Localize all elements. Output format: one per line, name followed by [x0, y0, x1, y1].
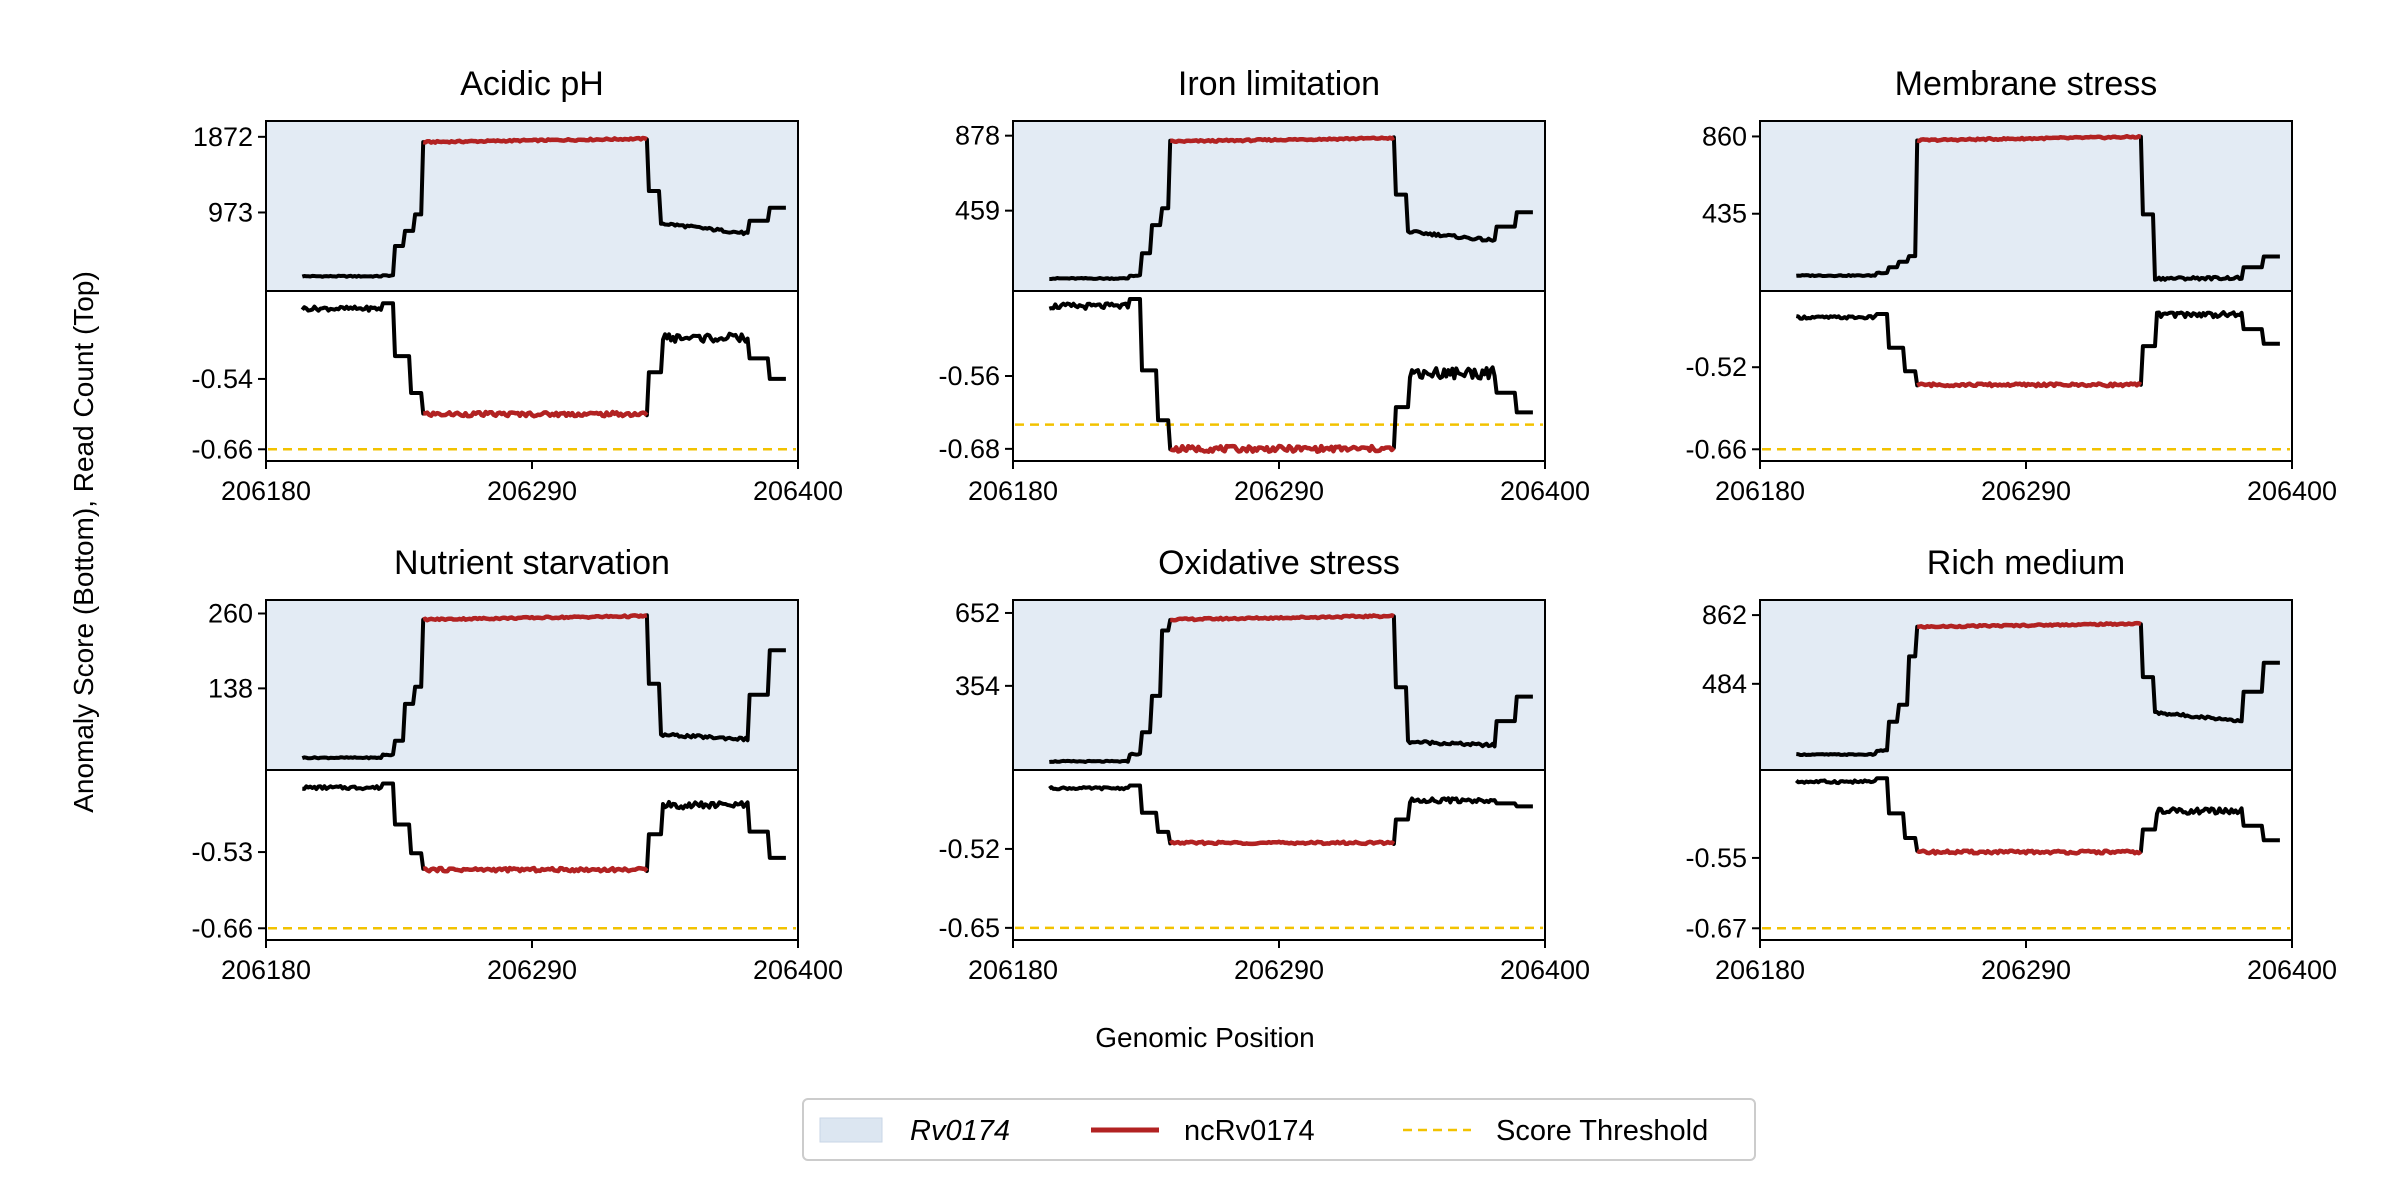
legend-patch-rv0174: [819, 1117, 883, 1143]
panel-title-4: Oxidative stress: [1158, 544, 1400, 582]
read-ytick-label-3: 260: [208, 599, 253, 629]
x-tick-label-5: 206400: [2247, 955, 2337, 985]
read-ytick-label-2: 860: [1702, 121, 1747, 151]
score-ytick-label-4: -0.52: [938, 834, 1000, 864]
x-tick-label-4: 206290: [1234, 955, 1324, 985]
x-tick-label-0: 206180: [221, 476, 311, 506]
score-series-line-2: [1795, 310, 2280, 389]
region-rv0174-5: [1760, 600, 2292, 770]
read-ytick-label-0: 1872: [193, 122, 253, 152]
score-axes-frame-3: [265, 769, 799, 941]
x-tick-label-3: 206290: [487, 955, 577, 985]
score-ytick-label-3: -0.66: [191, 913, 253, 943]
score-series-line-4: [1048, 783, 1533, 846]
y-axis-label: Anomaly Score (Bottom), Read Count (Top): [68, 271, 99, 813]
score-ytick-label-1: -0.68: [938, 434, 1000, 464]
panel-4: Oxidative stress 652 354 -0.52 -0.65 206180 20…: [938, 544, 1590, 985]
panel-0: Acidic pH 1872 973 -0.54 -0.66 206180 206290 20…: [191, 65, 843, 506]
score-axes-frame-0: [265, 290, 799, 462]
score-ytick-label-1: -0.56: [938, 361, 1000, 391]
panel-3: Nutrient starvation 260 138 -0.53 -0.66 20618…: [191, 544, 843, 985]
score-ytick-label-5: -0.67: [1685, 913, 1747, 943]
read-ncrv0174-line-0: [422, 135, 648, 145]
legend: Rv0174 ncRv0174 Score Threshold: [802, 1098, 1756, 1161]
x-tick-label-5: 206290: [1981, 955, 2071, 985]
x-tick-label-3: 206180: [221, 955, 311, 985]
score-ytick-label-2: -0.52: [1685, 352, 1747, 382]
read-ytick-label-3: 138: [208, 673, 253, 703]
panel-title-0: Acidic pH: [460, 65, 604, 103]
x-tick-label-0: 206400: [753, 476, 843, 506]
score-series-line-1: [1048, 297, 1533, 454]
x-tick-label-2: 206180: [1715, 476, 1805, 506]
read-ncrv0174-line-2: [1916, 133, 2142, 144]
read-ytick-label-5: 862: [1702, 600, 1747, 630]
panels-group: Acidic pH 1872 973 -0.54 -0.66 206180 206290 20…: [191, 65, 2337, 985]
legend-label-rv0174: Rv0174: [910, 1115, 1010, 1147]
region-rv0174-0: [266, 121, 798, 291]
legend-label-threshold: Score Threshold: [1496, 1115, 1708, 1147]
score-ytick-label-3: -0.53: [191, 837, 253, 867]
score-ncrv0174-line-1: [1169, 443, 1396, 454]
read-ncrv0174-line-5: [1916, 620, 2142, 630]
region-rv0174-2: [1760, 121, 2292, 291]
x-tick-label-2: 206290: [1981, 476, 2071, 506]
legend-label-ncrv0174: ncRv0174: [1184, 1115, 1315, 1147]
x-tick-label-4: 206400: [1500, 955, 1590, 985]
panel-title-5: Rich medium: [1927, 544, 2125, 582]
read-ytick-label-4: 354: [955, 671, 1000, 701]
score-ncrv0174-line-3: [422, 865, 649, 874]
panel-title-2: Membrane stress: [1895, 65, 2158, 103]
panel-2: Membrane stress 860 435 -0.52 -0.66 206180 206…: [1685, 65, 2337, 506]
x-axis-label: Genomic Position: [1095, 1022, 1314, 1053]
region-rv0174-3: [266, 600, 798, 770]
score-ytick-label-5: -0.55: [1685, 843, 1747, 873]
score-axes-frame-4: [1012, 769, 1546, 941]
score-ncrv0174-line-0: [422, 409, 649, 419]
score-ytick-label-0: -0.54: [191, 364, 253, 394]
x-tick-label-2: 206400: [2247, 476, 2337, 506]
read-ytick-label-2: 435: [1702, 199, 1747, 229]
score-series-line-5: [1794, 776, 2280, 856]
score-ytick-label-0: -0.66: [191, 434, 253, 464]
panel-1: Iron limitation 878 459 -0.56 -0.68 206180 206…: [938, 65, 1590, 506]
read-ytick-label-1: 459: [955, 196, 1000, 226]
score-ytick-label-4: -0.65: [938, 913, 1000, 943]
x-tick-label-3: 206400: [753, 955, 843, 985]
read-ytick-label-4: 652: [955, 598, 1000, 628]
read-ncrv0174-line-4: [1169, 613, 1395, 623]
score-ncrv0174-line-4: [1168, 839, 1396, 847]
x-tick-label-0: 206290: [487, 476, 577, 506]
x-tick-label-1: 206400: [1500, 476, 1590, 506]
legend-frame: [802, 1098, 1756, 1161]
region-rv0174-1: [1013, 121, 1545, 291]
x-tick-label-5: 206180: [1715, 955, 1805, 985]
panel-title-1: Iron limitation: [1178, 65, 1380, 103]
score-ncrv0174-line-2: [1916, 381, 2143, 389]
score-series-line-3: [302, 781, 786, 874]
read-ytick-label-1: 878: [955, 121, 1000, 151]
read-ytick-label-0: 973: [208, 197, 253, 227]
read-ncrv0174-line-3: [422, 613, 648, 623]
x-tick-label-1: 206180: [968, 476, 1058, 506]
panel-5: Rich medium 862 484 -0.55 -0.67 206180 206290 2…: [1685, 544, 2337, 985]
panel-title-3: Nutrient starvation: [394, 544, 670, 582]
x-tick-label-1: 206290: [1234, 476, 1324, 506]
score-ncrv0174-line-5: [1916, 848, 2143, 856]
read-ncrv0174-line-1: [1169, 135, 1396, 145]
read-ytick-label-5: 484: [1702, 669, 1747, 699]
score-series-line-0: [300, 301, 786, 419]
score-ytick-label-2: -0.66: [1685, 434, 1747, 464]
x-tick-label-4: 206180: [968, 955, 1058, 985]
